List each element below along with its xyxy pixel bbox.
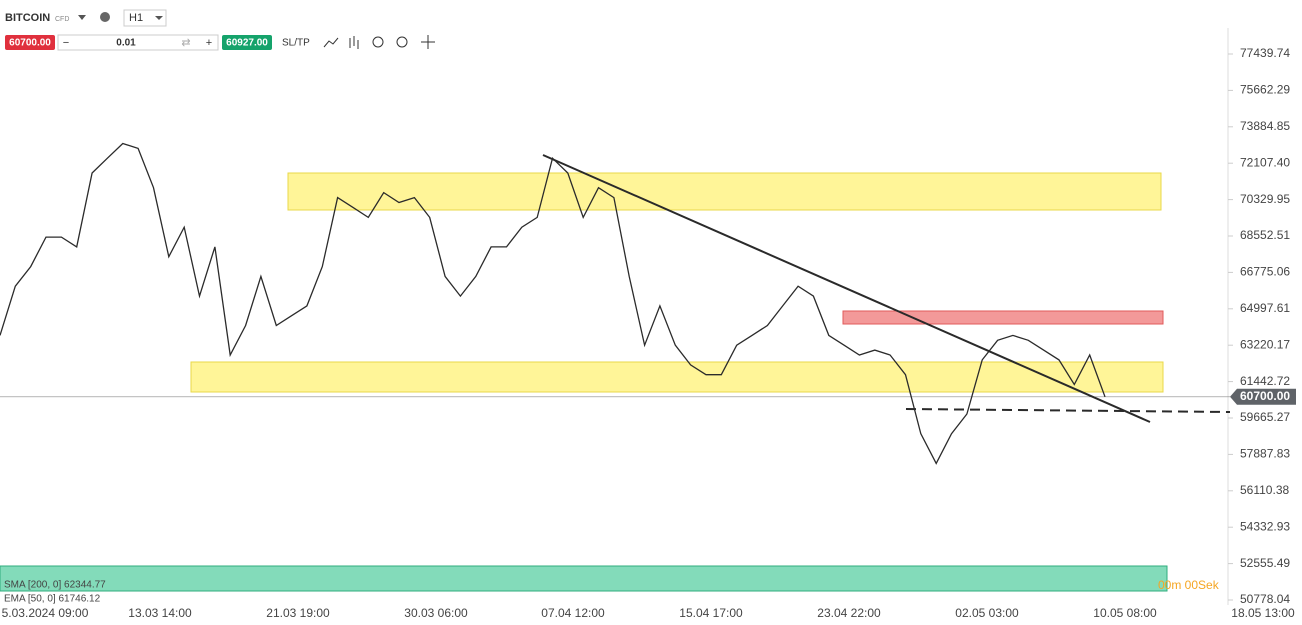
buy-button[interactable] — [222, 35, 272, 50]
y-tick-label: 77439.74 — [1240, 46, 1290, 60]
resistance-zone-red — [842, 310, 1164, 325]
volume-plus[interactable]: + — [206, 37, 212, 49]
y-tick-label: 75662.29 — [1240, 83, 1290, 97]
x-tick-label: 18.05 13:00 — [1231, 606, 1295, 620]
y-tick-label: 72107.40 — [1240, 155, 1290, 169]
y-tick-label: 50778.04 — [1240, 592, 1290, 606]
y-tick-label: 57887.83 — [1240, 447, 1290, 461]
sma-label: SMA [200, 0] 62344.77 — [4, 580, 106, 591]
y-tick-label: 70329.95 — [1240, 192, 1290, 206]
volume: 0.01 — [116, 38, 136, 49]
volume-input[interactable] — [57, 34, 219, 51]
zoom-in[interactable] — [396, 36, 408, 48]
timeframe-dropdown — [155, 16, 163, 20]
symbol-type: CFD — [55, 16, 69, 23]
pan-icon[interactable] — [421, 35, 435, 49]
x-tick-label: 07.04 12:00 — [541, 606, 605, 620]
x-tick-label: 21.03 19:00 — [266, 606, 330, 620]
y-tick-label: 63220.17 — [1240, 337, 1290, 351]
sell-price: 60700.00 — [9, 38, 51, 49]
timeframe-box[interactable] — [123, 9, 167, 27]
buy-price: 60927.00 — [226, 38, 268, 49]
x-tick-label: 10.05 08:00 — [1093, 606, 1157, 620]
y-tick-label: 54332.93 — [1240, 519, 1290, 533]
volume-minus[interactable]: − — [63, 37, 69, 49]
x-tick-label: 15.04 17:00 — [679, 606, 743, 620]
y-tick-label: 73884.85 — [1240, 119, 1290, 133]
x-tick-label: 30.03 06:00 — [404, 606, 468, 620]
bottom-zone — [0, 565, 1168, 592]
last-price-label: 60700.00 — [1240, 389, 1290, 403]
candle-icon[interactable] — [349, 36, 359, 49]
y-tick-label: 68552.51 — [1240, 228, 1290, 242]
sltp-button[interactable]: SL/TP — [282, 38, 310, 49]
sell-button[interactable] — [5, 35, 55, 50]
line-chart-icon[interactable] — [323, 37, 339, 48]
x-tick-label: 02.05 03:00 — [955, 606, 1019, 620]
x-tick-label: 23.04 22:00 — [817, 606, 881, 620]
timer: 00m 00Sek — [1158, 578, 1220, 592]
y-tick-label: 64997.61 — [1240, 301, 1290, 315]
trend-line — [542, 154, 1151, 423]
symbol-dropdown[interactable] — [78, 15, 86, 20]
y-tick-label: 56110.38 — [1240, 483, 1289, 497]
timeframe: H1 — [129, 12, 143, 24]
support-zone — [190, 361, 1164, 393]
y-tick-label: 52555.49 — [1240, 556, 1290, 570]
last-price-tag — [1230, 388, 1296, 405]
x-tick-label: 13.03 14:00 — [128, 606, 192, 620]
zoom-out[interactable] — [372, 36, 384, 48]
symbol[interactable]: BITCOIN — [5, 12, 50, 24]
swap-icon[interactable]: ⇄ — [181, 37, 190, 49]
resistance-zone — [287, 172, 1162, 211]
support-line — [905, 408, 1231, 413]
ema-label: EMA [50, 0] 61746.12 — [4, 594, 101, 605]
y-tick-label: 61442.72 — [1240, 374, 1290, 388]
info-icon[interactable] — [100, 12, 110, 22]
x-tick-label: 5.03.2024 09:00 — [2, 606, 89, 620]
y-tick-label: 59665.27 — [1240, 410, 1290, 424]
y-tick-label: 66775.06 — [1240, 265, 1290, 279]
